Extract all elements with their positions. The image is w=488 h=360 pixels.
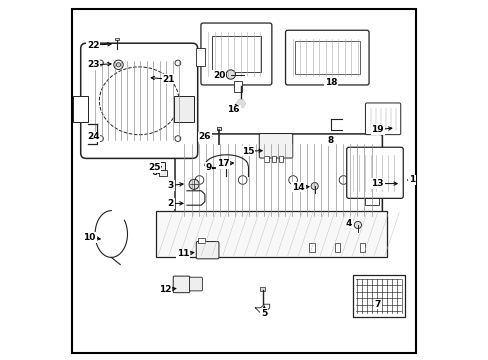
FancyBboxPatch shape	[196, 242, 219, 259]
Bar	[159, 170, 167, 176]
Text: 11: 11	[177, 249, 189, 258]
Text: 6: 6	[151, 168, 157, 177]
Circle shape	[114, 60, 123, 69]
Text: 2: 2	[167, 199, 173, 208]
FancyBboxPatch shape	[189, 277, 202, 291]
Circle shape	[116, 63, 121, 67]
Bar	[234, 81, 241, 92]
Text: 5: 5	[261, 309, 267, 318]
Bar	[309, 243, 314, 252]
Text: 1: 1	[408, 175, 414, 184]
Bar	[365, 184, 379, 205]
Text: 21: 21	[163, 75, 175, 84]
Text: 15: 15	[242, 147, 254, 156]
Text: 7: 7	[374, 300, 380, 309]
Text: 17: 17	[216, 159, 229, 168]
Text: 26: 26	[198, 132, 211, 141]
FancyBboxPatch shape	[156, 211, 386, 257]
FancyBboxPatch shape	[81, 43, 197, 158]
FancyBboxPatch shape	[173, 276, 189, 293]
Bar	[278, 156, 283, 162]
Bar	[334, 243, 339, 252]
Bar	[271, 156, 275, 162]
Bar	[114, 38, 119, 40]
FancyBboxPatch shape	[175, 134, 382, 226]
Bar	[264, 156, 268, 162]
Text: 20: 20	[213, 71, 225, 80]
Bar	[196, 48, 204, 66]
FancyBboxPatch shape	[201, 23, 271, 85]
Bar	[212, 36, 260, 72]
Bar	[197, 238, 204, 243]
Circle shape	[310, 183, 318, 190]
FancyBboxPatch shape	[365, 103, 400, 135]
Bar	[73, 96, 88, 122]
Text: 16: 16	[227, 105, 240, 114]
FancyBboxPatch shape	[285, 30, 368, 85]
Text: 4: 4	[345, 219, 351, 228]
Text: 23: 23	[87, 60, 100, 69]
Text: 12: 12	[159, 285, 171, 294]
Text: 19: 19	[370, 125, 383, 134]
Text: 3: 3	[167, 181, 173, 190]
Bar	[365, 148, 379, 169]
Text: 22: 22	[87, 40, 100, 49]
Circle shape	[189, 179, 199, 189]
Text: 25: 25	[148, 163, 161, 172]
Text: 18: 18	[324, 78, 336, 87]
Bar	[174, 96, 194, 122]
Polygon shape	[236, 100, 244, 107]
Bar	[294, 41, 359, 74]
Bar	[217, 127, 221, 130]
FancyBboxPatch shape	[259, 134, 292, 158]
Text: 24: 24	[87, 132, 100, 141]
Bar	[157, 162, 165, 170]
Text: 8: 8	[327, 136, 333, 145]
FancyBboxPatch shape	[346, 147, 403, 198]
Text: 9: 9	[205, 163, 211, 172]
Bar	[359, 243, 365, 252]
Text: 10: 10	[83, 233, 96, 242]
Text: 13: 13	[371, 179, 383, 188]
Bar	[352, 275, 404, 317]
Bar	[260, 287, 264, 291]
Circle shape	[354, 221, 361, 229]
Text: 14: 14	[292, 183, 304, 192]
Circle shape	[225, 70, 235, 79]
